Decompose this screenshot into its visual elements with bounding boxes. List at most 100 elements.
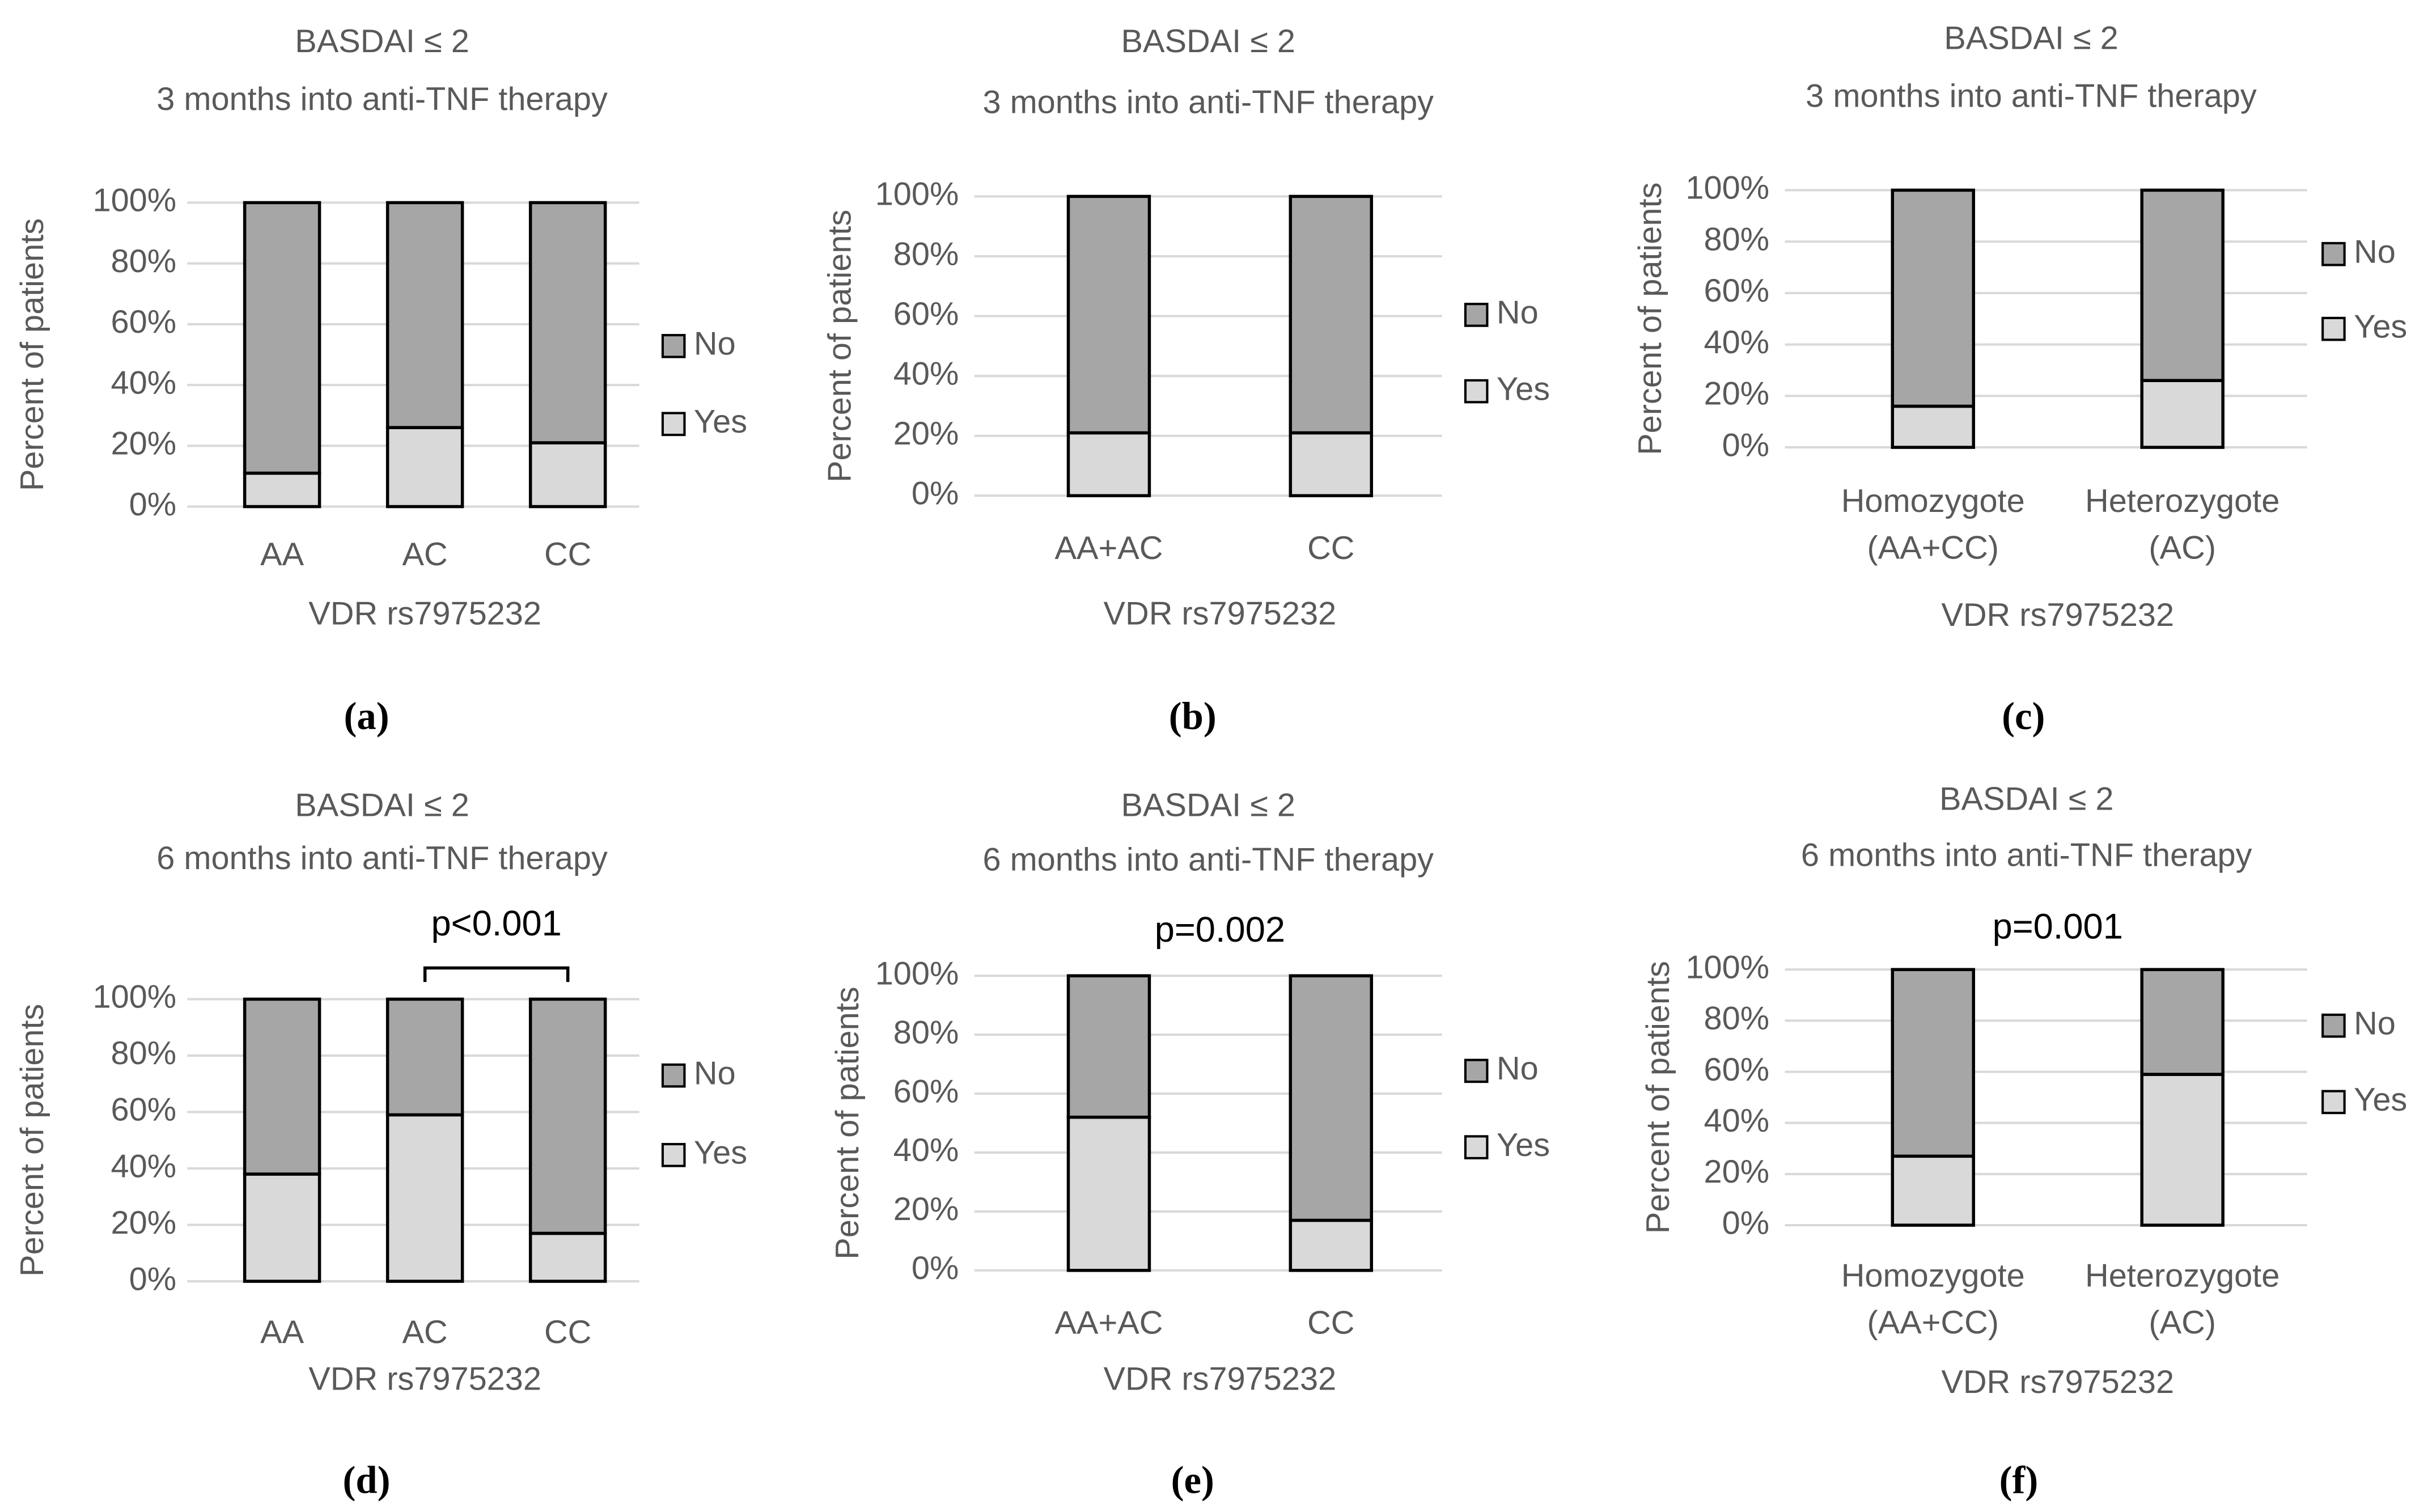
legend-label: No — [1497, 295, 1539, 331]
y-axis-label: Percent of patients — [1640, 961, 1676, 1234]
bar-segment — [1289, 431, 1374, 498]
legend-label: No — [694, 1055, 736, 1091]
y-tick-label: 20% — [1704, 376, 1770, 412]
panel-label: (f) — [1999, 1458, 2039, 1501]
y-tick-label: 0% — [129, 486, 176, 523]
x-tick-label: AA+AC — [1055, 530, 1163, 566]
chart-title: BASDAI ≤ 2 — [295, 23, 469, 60]
bar-segment — [528, 997, 607, 1235]
y-axis-label: Percent of patients — [14, 218, 50, 491]
x-tick-label: AC — [402, 1314, 448, 1350]
legend-label: No — [2354, 234, 2396, 270]
annotation: p=0.001 — [1993, 907, 2123, 946]
y-tick-label: 20% — [111, 1205, 177, 1241]
y-tick-label: 40% — [111, 365, 177, 401]
chart-title: BASDAI ≤ 2 — [1944, 20, 2119, 57]
y-tick-label: 20% — [1704, 1154, 1770, 1190]
y-tick-label: 0% — [1722, 427, 1769, 463]
y-tick-label: 80% — [1704, 1001, 1770, 1037]
bar-segment — [243, 1172, 321, 1283]
bar-segment — [243, 201, 321, 475]
y-tick-label: 40% — [111, 1148, 177, 1184]
bar-segment — [2140, 379, 2225, 449]
bar-segment — [1891, 968, 1975, 1158]
bar-segment — [1891, 1154, 1975, 1227]
y-tick-label: 0% — [912, 476, 959, 512]
bar-segment — [528, 1231, 607, 1283]
bar-segment — [528, 201, 607, 444]
legend-swatch — [1464, 379, 1489, 404]
y-tick-label: 60% — [111, 1092, 177, 1128]
annotation: p<0.001 — [431, 904, 562, 943]
bar-segment — [2140, 188, 2225, 382]
y-tick-label: 80% — [1704, 221, 1770, 257]
x-tick-label: Heterozygote (AC) — [2085, 1258, 2280, 1341]
y-tick-label: 80% — [893, 1014, 959, 1051]
y-tick-label: 60% — [893, 296, 959, 332]
legend-swatch — [2321, 316, 2346, 341]
panel-label: (c) — [2002, 694, 2045, 738]
legend-label: Yes — [694, 404, 747, 440]
bar-segment — [385, 997, 464, 1117]
legend-label: No — [694, 326, 736, 362]
legend-swatch — [2321, 1013, 2346, 1038]
x-axis-label: VDR rs7975232 — [1104, 1361, 1337, 1397]
y-tick-label: 80% — [893, 236, 959, 272]
y-tick-label: 100% — [875, 176, 959, 213]
chart-subtitle: 3 months into anti-TNF therapy — [982, 84, 1434, 120]
x-axis-label: VDR rs7975232 — [1104, 595, 1337, 632]
legend-label: No — [2354, 1005, 2396, 1041]
y-axis-label: Percent of patients — [821, 210, 858, 482]
panel-label: (e) — [1171, 1458, 1214, 1501]
panel-label: (b) — [1169, 694, 1217, 738]
bar-segment — [385, 201, 464, 429]
legend-swatch — [661, 1063, 686, 1088]
bar-segment — [243, 997, 321, 1176]
legend-swatch — [661, 1143, 686, 1167]
x-tick-label: AA — [260, 1314, 304, 1350]
chart-subtitle: 6 months into anti-TNF therapy — [982, 842, 1434, 878]
x-axis-label: VDR rs7975232 — [308, 1361, 541, 1397]
y-tick-label: 100% — [1685, 170, 1769, 206]
chart-subtitle: 6 months into anti-TNF therapy — [1801, 837, 2252, 873]
x-tick-label: Homozygote (AA+CC) — [1841, 483, 2025, 566]
x-tick-label: CC — [544, 1314, 591, 1350]
y-tick-label: 0% — [1722, 1205, 1769, 1241]
x-axis-label: VDR rs7975232 — [1941, 1364, 2174, 1400]
x-tick-label: AA — [260, 536, 304, 573]
y-tick-label: 60% — [1704, 1052, 1770, 1088]
x-axis-label: VDR rs7975232 — [1941, 597, 2174, 633]
y-tick-label: 60% — [1704, 273, 1770, 309]
y-axis-label: Percent of patients — [14, 1004, 50, 1277]
chart-title: BASDAI ≤ 2 — [1121, 23, 1295, 60]
chart-subtitle: 3 months into anti-TNF therapy — [1806, 78, 2257, 114]
panel-label: (d) — [343, 1458, 391, 1501]
y-tick-label: 20% — [111, 426, 177, 462]
annotation: p=0.002 — [1155, 910, 1285, 950]
y-tick-label: 60% — [111, 304, 177, 340]
y-tick-label: 40% — [893, 355, 959, 392]
y-tick-label: 100% — [92, 183, 176, 219]
y-tick-label: 40% — [1704, 324, 1770, 361]
bar-segment — [1066, 194, 1151, 435]
bar-segment — [2140, 1073, 2225, 1227]
x-axis-label: VDR rs7975232 — [308, 595, 541, 632]
chart-subtitle: 3 months into anti-TNF therapy — [156, 81, 608, 117]
legend-swatch — [1464, 1135, 1489, 1159]
y-tick-label: 0% — [129, 1261, 176, 1297]
bar-segment — [1066, 431, 1151, 498]
x-tick-label: AA+AC — [1055, 1305, 1163, 1341]
chart-subtitle: 6 months into anti-TNF therapy — [156, 840, 608, 876]
y-tick-label: 80% — [111, 243, 177, 279]
legend-swatch — [661, 334, 686, 358]
bar-segment — [528, 441, 607, 509]
y-tick-label: 80% — [111, 1035, 177, 1071]
y-tick-label: 20% — [893, 1191, 959, 1227]
legend-label: No — [1497, 1051, 1539, 1087]
y-axis-label: Percent of patients — [1632, 183, 1668, 455]
legend-label: Yes — [1497, 371, 1550, 407]
bar-segment — [1289, 974, 1374, 1222]
x-tick-label: Homozygote (AA+CC) — [1841, 1258, 2025, 1341]
